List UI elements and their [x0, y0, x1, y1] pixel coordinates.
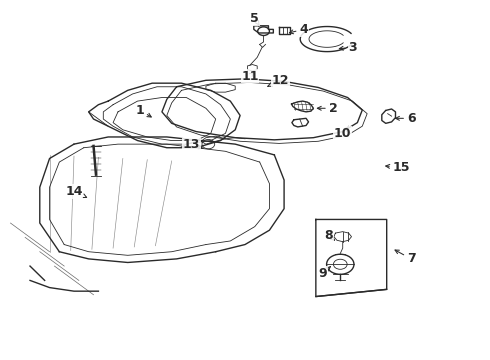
Text: 1: 1 — [136, 104, 151, 117]
Text: 2: 2 — [318, 102, 337, 115]
Text: 11: 11 — [241, 69, 259, 82]
Text: 13: 13 — [183, 138, 203, 151]
Text: 12: 12 — [268, 74, 289, 87]
Text: 4: 4 — [290, 23, 308, 36]
Text: 9: 9 — [319, 267, 330, 280]
Text: 14: 14 — [65, 185, 87, 198]
Text: 5: 5 — [250, 12, 260, 26]
Text: 10: 10 — [334, 126, 351, 140]
Text: 3: 3 — [339, 41, 357, 54]
Text: 8: 8 — [325, 229, 335, 242]
Text: 6: 6 — [395, 112, 416, 125]
Text: 15: 15 — [386, 161, 410, 174]
Text: 7: 7 — [395, 250, 416, 265]
